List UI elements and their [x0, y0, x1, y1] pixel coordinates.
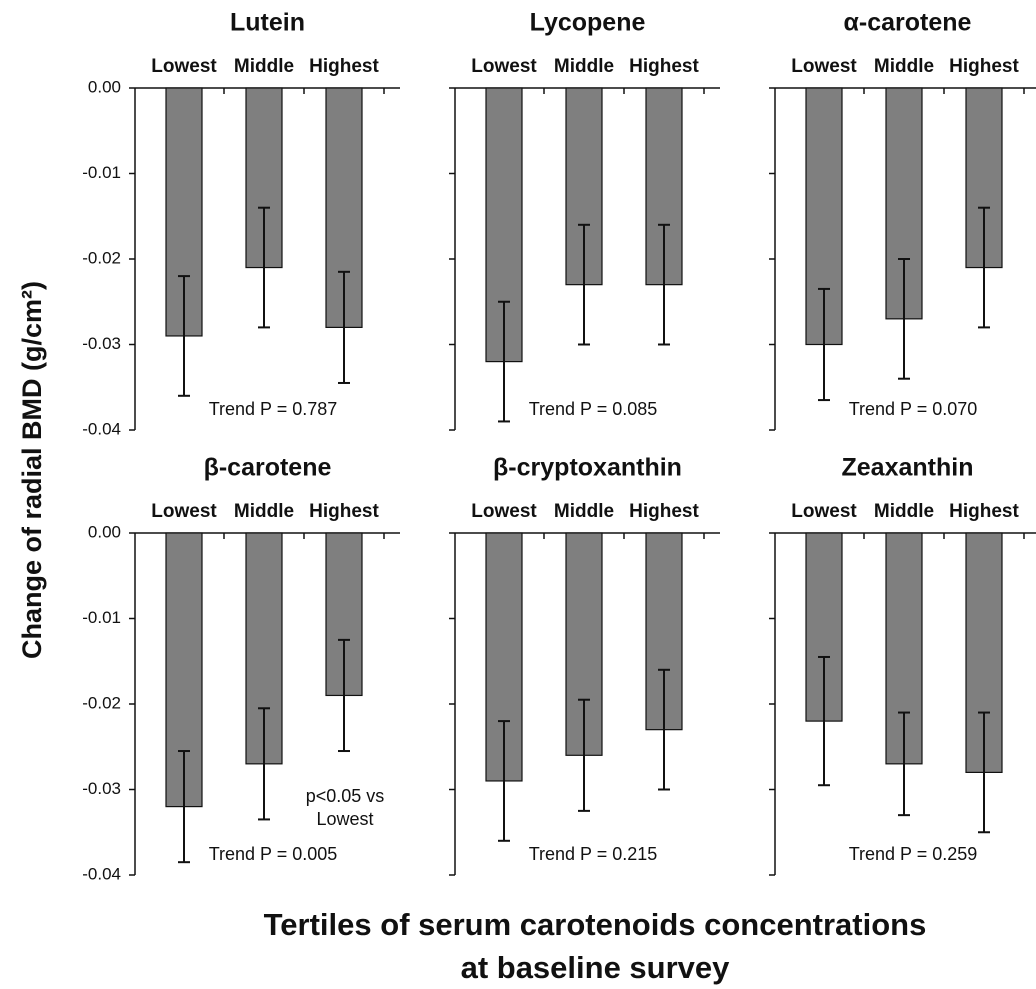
y-tick-label: 0.00: [88, 77, 121, 96]
y-tick-label: -0.03: [82, 779, 121, 798]
x-tick-label: Lowest: [471, 56, 537, 77]
x-tick-label: Highest: [949, 56, 1019, 77]
x-axis-label: Tertiles of serum carotenoids concentrat…: [264, 907, 927, 942]
x-tick-label: Lowest: [151, 56, 217, 77]
annotation: Trend P = 0.215: [529, 844, 658, 864]
x-tick-label: Middle: [874, 56, 934, 77]
x-tick-label: Lowest: [471, 501, 537, 522]
x-tick-label: Lowest: [791, 501, 857, 522]
panel-title: Zeaxanthin: [842, 454, 974, 482]
panel-title: Lycopene: [530, 9, 646, 37]
x-tick-label: Lowest: [791, 56, 857, 77]
x-tick-label: Highest: [629, 56, 699, 77]
y-axis-label: Change of radial BMD (g/cm²): [17, 281, 47, 659]
panel-title: Lutein: [230, 9, 305, 37]
annotation: Trend P = 0.070: [849, 399, 978, 419]
y-tick-label: -0.03: [82, 334, 121, 353]
note: Lowest: [316, 809, 373, 829]
annotation: Trend P = 0.085: [529, 399, 658, 419]
x-tick-label: Highest: [949, 501, 1019, 522]
y-tick-label: -0.01: [82, 163, 121, 182]
y-tick-label: -0.04: [82, 419, 121, 438]
annotation: Trend P = 0.787: [209, 399, 338, 419]
x-tick-label: Middle: [234, 56, 294, 77]
x-tick-label: Middle: [234, 501, 294, 522]
annotation: Trend P = 0.005: [209, 844, 338, 864]
x-tick-label: Middle: [554, 501, 614, 522]
y-tick-label: -0.02: [82, 248, 121, 267]
annotation: Trend P = 0.259: [849, 844, 978, 864]
x-tick-label: Middle: [874, 501, 934, 522]
x-axis-label: at baseline survey: [461, 950, 731, 985]
panel-title: β-cryptoxanthin: [493, 454, 682, 482]
x-tick-label: Middle: [554, 56, 614, 77]
note: p<0.05 vs: [306, 786, 385, 806]
y-tick-label: -0.02: [82, 693, 121, 712]
x-tick-label: Highest: [309, 56, 379, 77]
panel-title: β-carotene: [204, 454, 332, 482]
x-tick-label: Highest: [629, 501, 699, 522]
y-tick-label: 0.00: [88, 522, 121, 541]
x-tick-label: Highest: [309, 501, 379, 522]
y-tick-label: -0.01: [82, 608, 121, 627]
x-tick-label: Lowest: [151, 501, 217, 522]
y-tick-label: -0.04: [82, 864, 121, 883]
panel-title: α-carotene: [844, 9, 972, 37]
